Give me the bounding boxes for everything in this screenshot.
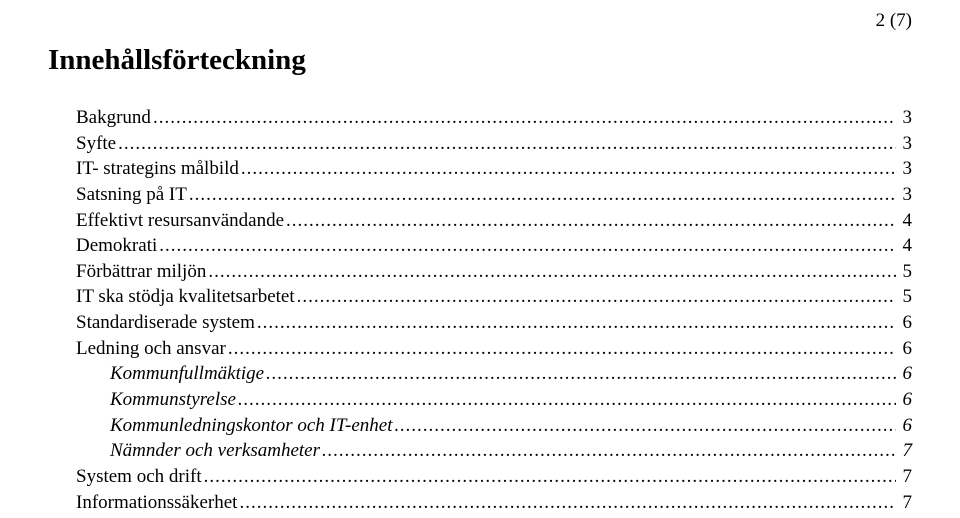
toc-dot-leader: ........................................…: [159, 233, 896, 259]
toc-entry-label: Kommunstyrelse: [110, 387, 236, 413]
toc-entry-label: Kommunfullmäktige: [110, 361, 264, 387]
toc-dot-leader: ........................................…: [189, 182, 896, 208]
toc-title: Innehållsförteckning: [48, 44, 912, 77]
toc-dot-leader: ........................................…: [266, 361, 896, 387]
toc-dot-leader: ........................................…: [239, 490, 896, 516]
toc-dot-leader: ........................................…: [286, 208, 896, 234]
toc-entry: IT ska stödja kvalitetsarbetet..........…: [48, 284, 912, 310]
toc-entry-page: 3: [898, 182, 912, 208]
toc-entry: Syfte...................................…: [48, 131, 912, 157]
toc-entry: Kommunledningskontor och IT-enhet.......…: [48, 413, 912, 439]
toc-entry-page: 5: [898, 284, 912, 310]
toc-dot-leader: ........................................…: [204, 464, 896, 490]
toc-entry: Nämnder och verksamheter................…: [48, 438, 912, 464]
toc-entry-page: 6: [898, 361, 912, 387]
toc-entry-label: Ledning och ansvar: [76, 336, 226, 362]
toc-entry-label: IT- strategins målbild: [76, 156, 239, 182]
toc-dot-leader: ........................................…: [153, 105, 896, 131]
toc-entry: Standardiserade system..................…: [48, 310, 912, 336]
toc-entry-label: Standardiserade system: [76, 310, 255, 336]
toc-entry-page: 6: [898, 336, 912, 362]
toc-entry-page: 4: [898, 233, 912, 259]
toc-entry-page: 3: [898, 156, 912, 182]
toc-entry: Ledning och ansvar......................…: [48, 336, 912, 362]
toc-entry: Kommunfullmäktige.......................…: [48, 361, 912, 387]
toc-dot-leader: ........................................…: [228, 336, 896, 362]
toc-dot-leader: ........................................…: [395, 413, 897, 439]
document-page: { "page_indicator": "2 (7)", "title": "I…: [0, 0, 960, 518]
toc-entry: IT- strategins målbild..................…: [48, 156, 912, 182]
toc-entry-label: Kommunledningskontor och IT-enhet: [110, 413, 393, 439]
toc-entry-page: 7: [898, 490, 912, 516]
toc-entry-label: Bakgrund: [76, 105, 151, 131]
toc-list: Bakgrund................................…: [48, 105, 912, 515]
toc-entry-page: 6: [898, 413, 912, 439]
toc-entry: System och drift........................…: [48, 464, 912, 490]
toc-entry: Kommunstyrelse..........................…: [48, 387, 912, 413]
toc-entry-label: Syfte: [76, 131, 116, 157]
toc-entry-page: 5: [898, 259, 912, 285]
toc-entry-label: Effektivt resursanvändande: [76, 208, 284, 234]
toc-entry-page: 6: [898, 387, 912, 413]
toc-entry: Demokrati...............................…: [48, 233, 912, 259]
toc-entry: Informationssäkerhet....................…: [48, 490, 912, 516]
toc-entry-page: 7: [898, 438, 912, 464]
toc-dot-leader: ........................................…: [322, 438, 896, 464]
toc-entry-label: Förbättrar miljön: [76, 259, 206, 285]
toc-dot-leader: ........................................…: [208, 259, 896, 285]
toc-dot-leader: ........................................…: [238, 387, 896, 413]
toc-entry-label: Satsning på IT: [76, 182, 187, 208]
page-number: 2 (7): [876, 10, 912, 32]
toc-dot-leader: ........................................…: [257, 310, 896, 336]
toc-dot-leader: ........................................…: [297, 284, 896, 310]
toc-entry-page: 3: [898, 131, 912, 157]
toc-entry-page: 3: [898, 105, 912, 131]
toc-entry-label: Demokrati: [76, 233, 157, 259]
toc-entry-label: Informationssäkerhet: [76, 490, 237, 516]
toc-entry: Satsning på IT..........................…: [48, 182, 912, 208]
toc-entry: Effektivt resursanvändande..............…: [48, 208, 912, 234]
toc-entry-page: 7: [898, 464, 912, 490]
toc-entry-page: 4: [898, 208, 912, 234]
toc-entry: Förbättrar miljön.......................…: [48, 259, 912, 285]
toc-entry-label: Nämnder och verksamheter: [110, 438, 320, 464]
toc-entry-label: System och drift: [76, 464, 202, 490]
toc-entry-page: 6: [898, 310, 912, 336]
toc-dot-leader: ........................................…: [118, 131, 896, 157]
toc-entry: Bakgrund................................…: [48, 105, 912, 131]
toc-entry-label: IT ska stödja kvalitetsarbetet: [76, 284, 295, 310]
toc-dot-leader: ........................................…: [241, 156, 896, 182]
